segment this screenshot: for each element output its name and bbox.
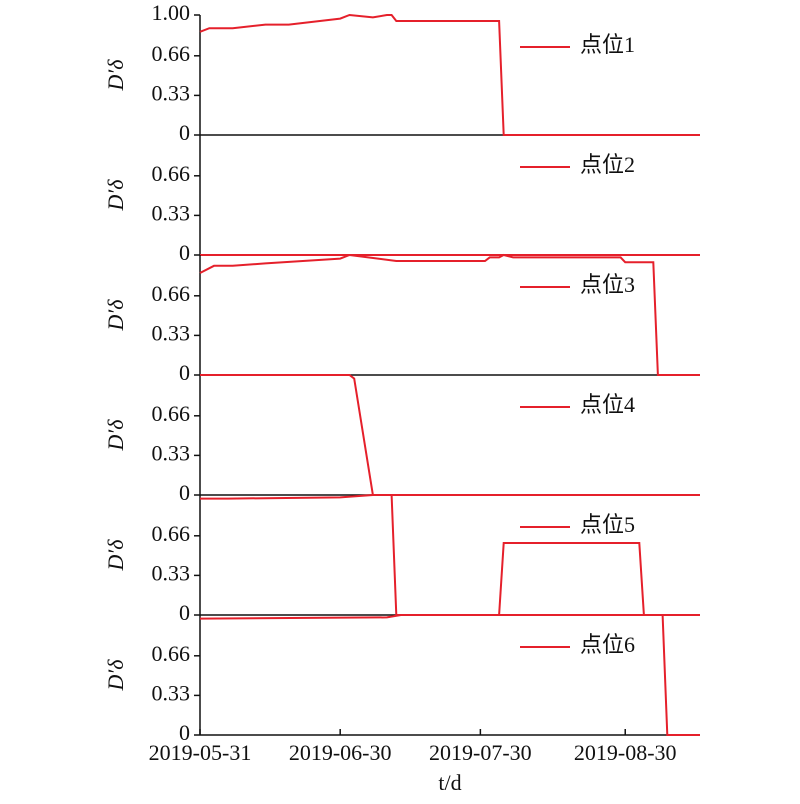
data-line <box>199 614 700 736</box>
y-tick-label: 0 <box>179 480 190 505</box>
y-axis-label: D′δ <box>103 59 128 92</box>
y-tick-label: 0.66 <box>152 641 191 666</box>
x-axis-label: t/d <box>438 770 461 795</box>
y-tick-label: 0.66 <box>152 521 191 546</box>
legend-label: 点位6 <box>580 632 635 657</box>
y-tick-label: 1.00 <box>152 0 191 25</box>
y-axis-label: D′δ <box>103 419 128 452</box>
y-tick-label: 0.33 <box>152 680 191 705</box>
x-tick-label: 2019-06-30 <box>289 740 392 765</box>
y-tick-label: 0 <box>179 720 190 745</box>
x-tick-label: 2019-08-30 <box>574 740 677 765</box>
y-axis-label: D′δ <box>103 179 128 212</box>
x-tick-label: 2019-05-31 <box>149 740 252 765</box>
y-tick-label: 0 <box>179 240 190 265</box>
y-axis-label: D′δ <box>103 539 128 572</box>
data-line <box>199 253 700 376</box>
y-tick-label: 0 <box>179 600 190 625</box>
y-tick-label: 0 <box>179 360 190 385</box>
y-tick-label: 0.66 <box>152 401 191 426</box>
y-tick-label: 0.66 <box>152 161 191 186</box>
legend-label: 点位5 <box>580 512 635 537</box>
legend-label: 点位2 <box>580 152 635 177</box>
legend-label: 点位4 <box>580 392 635 417</box>
y-tick-label: 0.33 <box>152 560 191 585</box>
data-line <box>200 374 700 496</box>
legend-label: 点位1 <box>580 32 635 57</box>
y-tick-label: 0.33 <box>152 440 191 465</box>
y-tick-label: 0.33 <box>152 320 191 345</box>
y-axis-label: D′δ <box>103 299 128 332</box>
y-tick-label: 0.33 <box>152 80 191 105</box>
y-axis-label: D′δ <box>103 659 128 692</box>
x-tick-label: 2019-07-30 <box>429 740 532 765</box>
y-tick-label: 0.66 <box>152 41 191 66</box>
data-line <box>199 13 700 136</box>
legend-label: 点位3 <box>580 272 635 297</box>
y-tick-label: 0.66 <box>152 281 191 306</box>
y-tick-label: 0 <box>179 120 190 145</box>
y-tick-label: 0.33 <box>152 200 191 225</box>
